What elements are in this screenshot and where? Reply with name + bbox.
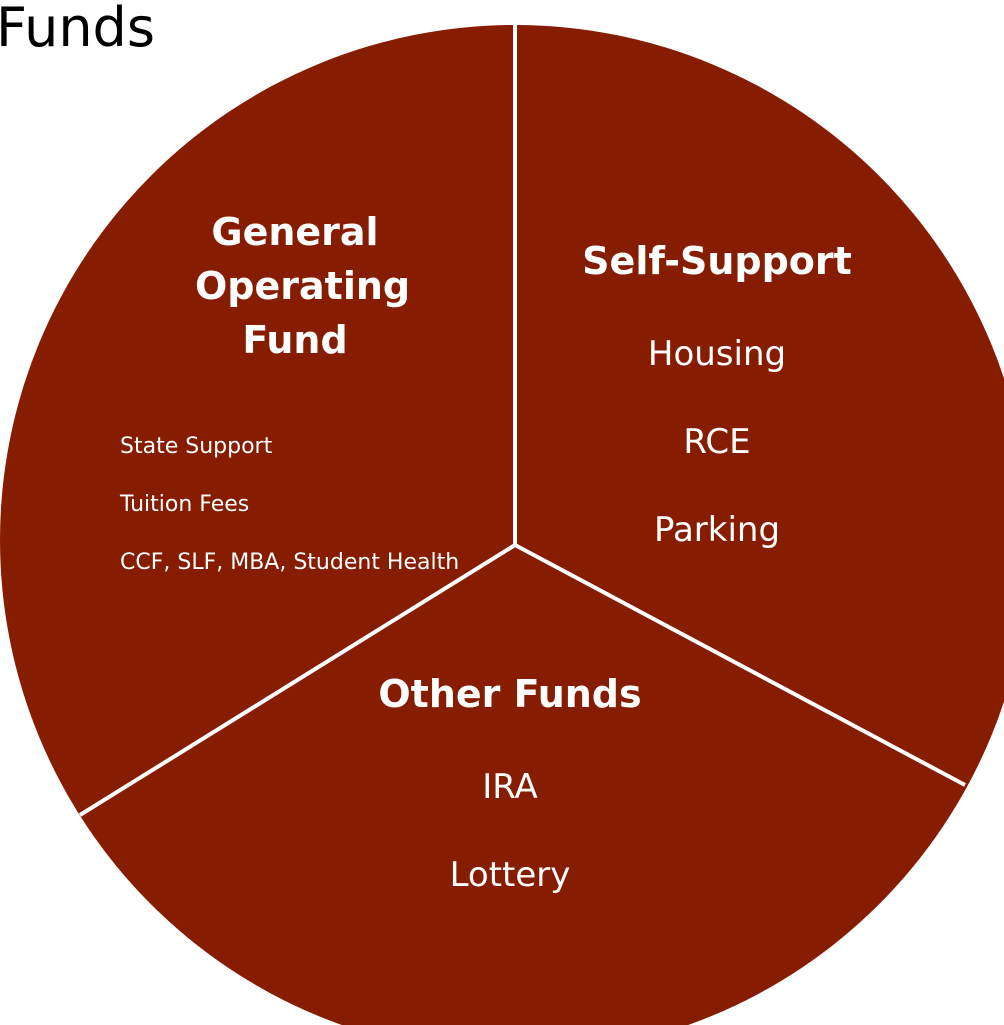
title: Funds (0, 0, 155, 59)
item: Parking (653, 510, 781, 550)
section-heading: Self-Support (517, 234, 917, 288)
heading-line: Operating (195, 264, 411, 308)
item: IRA (482, 767, 538, 807)
section-heading: Other Funds (310, 667, 710, 721)
section-items: IRA Lottery (310, 743, 710, 919)
heading-line: General (211, 210, 379, 254)
pie (0, 25, 1004, 1025)
section-items: Housing RCE Parking (517, 310, 917, 574)
heading-line: Self-Support (582, 239, 852, 283)
heading-line: Fund (242, 318, 348, 362)
item: RCE (683, 422, 751, 462)
item: Tuition Fees (120, 492, 250, 517)
divider (514, 543, 966, 787)
item: CCF, SLF, MBA, Student Health (120, 550, 460, 575)
heading-line: Other Funds (378, 672, 642, 716)
divider (78, 543, 517, 817)
section-items: State Support Tuition Fees CCF, SLF, MBA… (120, 418, 460, 584)
item: State Support (120, 434, 273, 459)
item: Housing (647, 334, 787, 374)
item: Lottery (449, 855, 571, 895)
section-heading: General Operating Fund (195, 205, 411, 367)
